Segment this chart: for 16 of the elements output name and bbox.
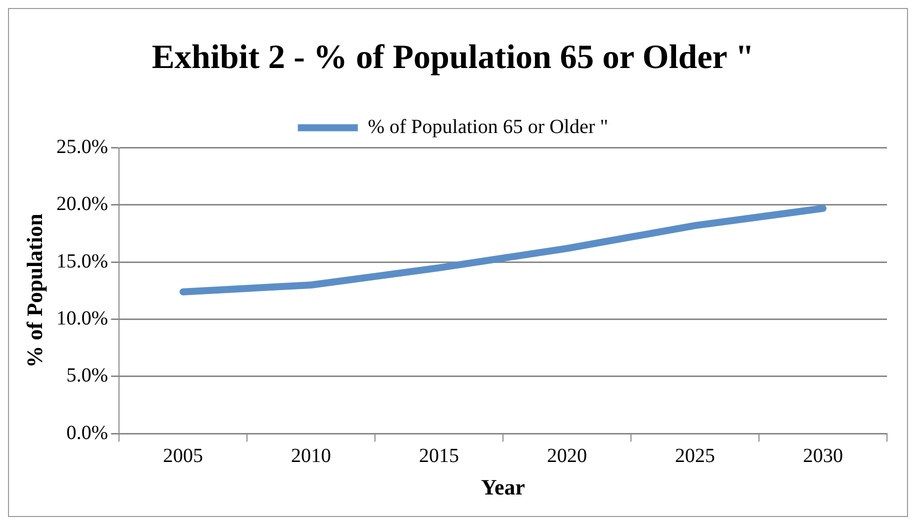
legend-label: % of Population 65 or Older " — [368, 116, 608, 138]
y-tick-label: 15.0% — [56, 250, 108, 272]
chart-title: Exhibit 2 - % of Population 65 or Older " — [152, 39, 754, 76]
x-tick-label: 2005 — [163, 444, 204, 467]
x-tick-label: 2010 — [291, 444, 332, 467]
x-tick-label: 2030 — [803, 444, 844, 467]
y-tick-label: 25.0% — [56, 136, 108, 158]
x-tick-label: 2020 — [547, 444, 588, 467]
y-tick-label: 0.0% — [66, 422, 108, 444]
y-tick-label: 10.0% — [56, 308, 108, 330]
y-axis-title: % of Population — [22, 214, 47, 368]
y-tick-label: 5.0% — [66, 364, 108, 387]
x-axis-title: Year — [481, 474, 526, 500]
x-tick-label: 2015 — [419, 444, 460, 467]
x-tick-label: 2025 — [675, 444, 716, 467]
y-tick-label: 20.0% — [56, 193, 108, 216]
